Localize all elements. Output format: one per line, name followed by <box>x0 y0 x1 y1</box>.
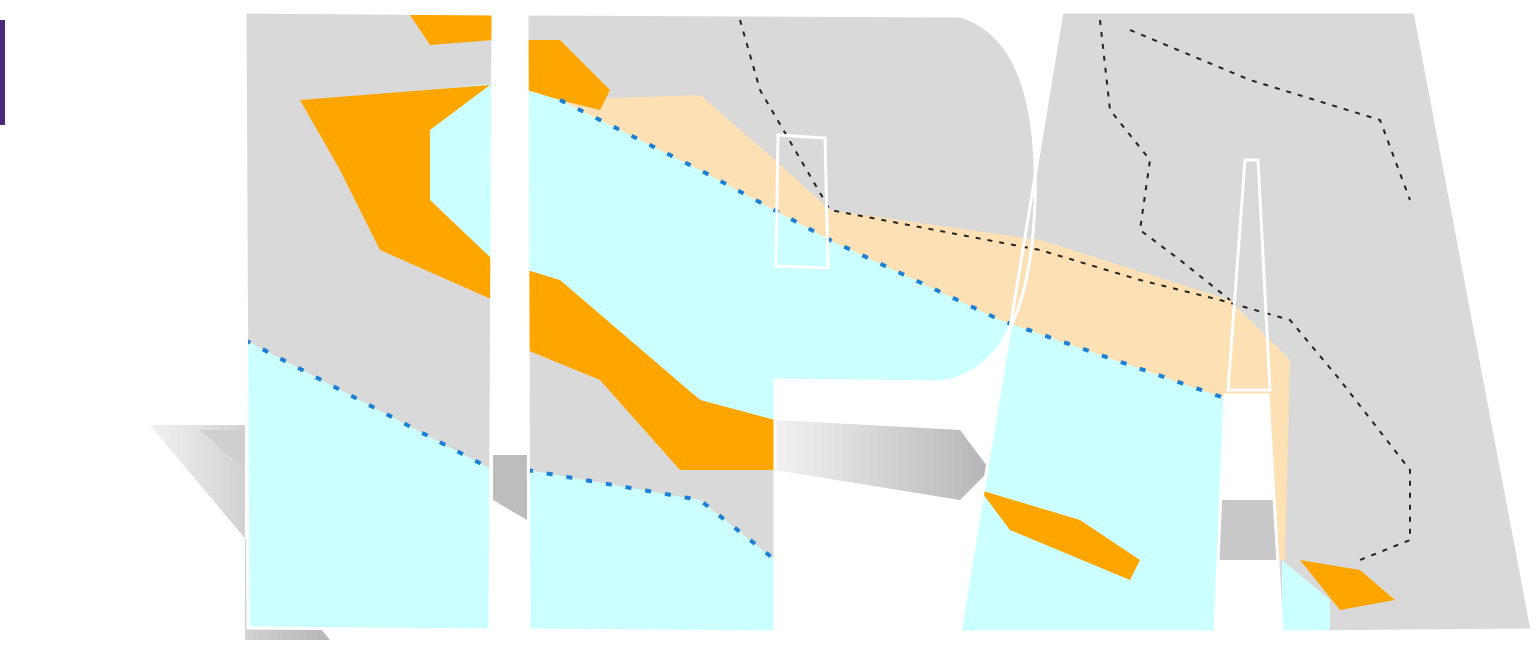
coastline-path <box>245 338 494 472</box>
sea <box>1282 560 1330 632</box>
region <box>980 490 1140 580</box>
coast-region <box>560 95 1290 560</box>
letter-outlines <box>243 10 1534 634</box>
letter-i <box>243 10 495 632</box>
letter-a <box>958 10 1534 634</box>
region <box>1300 560 1395 610</box>
sea <box>960 400 1230 632</box>
border-path <box>1099 19 1231 301</box>
shadow <box>200 430 245 470</box>
shadow <box>775 420 990 500</box>
region <box>300 85 493 300</box>
shadow <box>493 455 527 520</box>
borders <box>739 19 1411 561</box>
shadow <box>1215 500 1282 560</box>
border-path <box>1129 29 1411 201</box>
sea <box>245 340 493 632</box>
map-fill <box>245 12 1532 632</box>
region <box>527 40 610 110</box>
border-path <box>739 19 1411 561</box>
sea <box>527 470 775 632</box>
letter-p <box>525 12 1037 634</box>
corner-mark <box>0 20 5 125</box>
region <box>410 15 493 45</box>
region <box>527 270 775 470</box>
